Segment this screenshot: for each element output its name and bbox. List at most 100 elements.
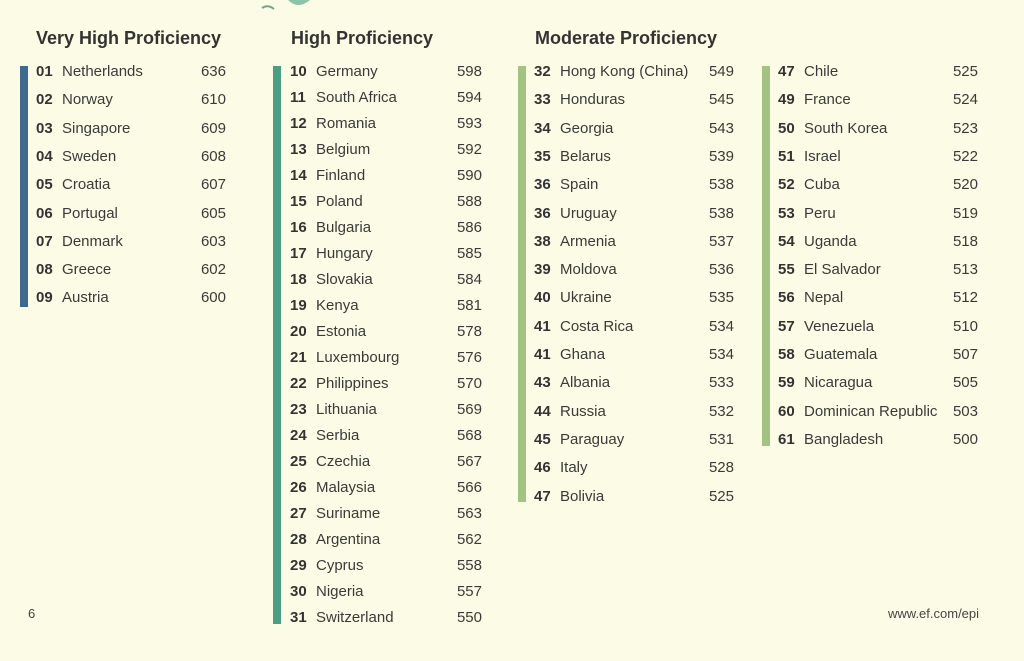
ranking-row: 33 Honduras 545 bbox=[534, 90, 734, 110]
score-value: 543 bbox=[708, 119, 734, 137]
country-name: Philippines bbox=[316, 375, 389, 392]
rank-number: 41 bbox=[534, 317, 551, 335]
rank-number: 08 bbox=[36, 261, 53, 279]
rank-number: 19 bbox=[290, 297, 307, 314]
country-name: Slovakia bbox=[316, 271, 373, 288]
score-value: 512 bbox=[952, 289, 978, 307]
decorative-leaf-graphic bbox=[261, 0, 310, 10]
score-value: 594 bbox=[456, 89, 482, 106]
ranking-row: 02 Norway 610 bbox=[36, 90, 226, 110]
ranking-row: 56 Nepal 512 bbox=[778, 288, 978, 308]
high-proficiency-column: High Proficiency 10 Germany 598 11 South Afr… bbox=[273, 28, 483, 628]
moderate-color-bar bbox=[518, 66, 526, 502]
country-name: Poland bbox=[316, 193, 363, 210]
moderate-proficiency-column: Moderate Proficiency 32 Hong Kong (China)… bbox=[518, 28, 736, 507]
very-high-proficiency-column: Very High Proficiency 01 Netherlands 636 02… bbox=[20, 28, 228, 310]
score-value: 608 bbox=[200, 147, 226, 165]
score-value: 505 bbox=[952, 374, 978, 392]
rank-number: 58 bbox=[778, 346, 795, 363]
score-value: 534 bbox=[708, 317, 734, 335]
rank-number: 03 bbox=[36, 119, 53, 137]
rank-number: 52 bbox=[778, 176, 795, 194]
country-name: Lithuania bbox=[316, 401, 377, 418]
rank-number: 01 bbox=[36, 63, 53, 80]
country-name: Ghana bbox=[560, 346, 606, 363]
page-number: 6 bbox=[28, 606, 36, 621]
ranking-row: 51 Israel 522 bbox=[778, 147, 978, 167]
score-value: 600 bbox=[200, 289, 226, 307]
ranking-row: 08 Greece 602 bbox=[36, 260, 226, 280]
rank-number: 55 bbox=[778, 261, 795, 279]
score-value: 605 bbox=[200, 204, 226, 222]
ranking-row: 49 France 524 bbox=[778, 90, 978, 110]
rank-number: 36 bbox=[534, 176, 551, 194]
rank-number: 31 bbox=[290, 609, 307, 626]
ranking-row: 17 Hungary 585 bbox=[290, 244, 482, 264]
score-value: 510 bbox=[952, 317, 978, 335]
ranking-row: 57 Venezuela 510 bbox=[778, 317, 978, 337]
ranking-row: 41 Costa Rica 534 bbox=[534, 317, 734, 337]
rank-number: 17 bbox=[290, 245, 307, 262]
country-name: Romania bbox=[316, 115, 377, 132]
score-value: 524 bbox=[952, 91, 978, 109]
country-name: Denmark bbox=[62, 232, 123, 250]
country-name: Russia bbox=[560, 402, 606, 420]
ranking-row: 05 Croatia 607 bbox=[36, 175, 226, 195]
ranking-row: 44 Russia 532 bbox=[534, 402, 734, 422]
rank-number: 47 bbox=[778, 63, 795, 80]
rank-number: 56 bbox=[778, 289, 795, 307]
rank-number: 16 bbox=[290, 219, 307, 236]
country-name: Hungary bbox=[316, 245, 373, 262]
ranking-row: 09 Austria 600 bbox=[36, 288, 226, 308]
country-name: Costa Rica bbox=[560, 317, 634, 335]
rank-number: 30 bbox=[290, 583, 307, 600]
country-name: Sweden bbox=[62, 147, 117, 165]
country-name: Nigeria bbox=[316, 583, 364, 600]
rank-number: 24 bbox=[290, 427, 307, 444]
rank-number: 04 bbox=[36, 147, 53, 165]
rank-number: 29 bbox=[290, 557, 307, 574]
country-name: South Korea bbox=[804, 119, 888, 137]
ranking-row: 47 Chile 525 bbox=[778, 62, 978, 82]
ranking-row: 21 Luxembourg 576 bbox=[290, 348, 482, 368]
rank-number: 45 bbox=[534, 430, 551, 448]
rank-number: 20 bbox=[290, 323, 307, 340]
rank-number: 47 bbox=[534, 487, 551, 505]
rank-number: 09 bbox=[36, 289, 53, 307]
score-value: 513 bbox=[952, 261, 978, 279]
ranking-row: 54 Uganda 518 bbox=[778, 232, 978, 252]
ranking-row: 35 Belarus 539 bbox=[534, 147, 734, 167]
country-name: Albania bbox=[560, 374, 611, 392]
score-value: 569 bbox=[456, 401, 482, 418]
country-name: Netherlands bbox=[62, 63, 143, 80]
score-value: 539 bbox=[708, 147, 734, 165]
country-name: Norway bbox=[62, 91, 113, 109]
rank-number: 06 bbox=[36, 204, 53, 222]
ranking-row: 30 Nigeria 557 bbox=[290, 582, 482, 602]
rank-number: 57 bbox=[778, 317, 795, 335]
rank-number: 07 bbox=[36, 232, 53, 250]
country-name: Cuba bbox=[804, 176, 840, 194]
country-name: Singapore bbox=[62, 119, 131, 137]
rank-number: 14 bbox=[290, 167, 307, 184]
moderate-proficiency-continued-column: 47 Chile 525 49 France 524 50 South Korea 523 51 I… bbox=[762, 28, 980, 448]
score-value: 563 bbox=[456, 505, 482, 522]
rank-number: 13 bbox=[290, 141, 307, 158]
country-name: Finland bbox=[316, 167, 366, 184]
rank-number: 40 bbox=[534, 289, 551, 307]
score-value: 593 bbox=[456, 115, 482, 132]
ranking-row: 60 Dominican Republic 503 bbox=[778, 402, 978, 422]
rank-number: 44 bbox=[534, 402, 551, 420]
score-value: 531 bbox=[708, 430, 734, 448]
rank-number: 59 bbox=[778, 374, 795, 392]
country-name: Venezuela bbox=[804, 317, 875, 335]
score-value: 520 bbox=[952, 176, 978, 194]
ranking-row: 14 Finland 590 bbox=[290, 166, 482, 186]
score-value: 549 bbox=[708, 63, 734, 80]
ranking-row: 18 Slovakia 584 bbox=[290, 270, 482, 290]
score-value: 519 bbox=[952, 204, 978, 222]
ranking-row: 47 Bolivia 525 bbox=[534, 487, 734, 507]
country-name: Kenya bbox=[316, 297, 359, 314]
country-name: South Africa bbox=[316, 89, 397, 106]
rank-number: 50 bbox=[778, 119, 795, 137]
